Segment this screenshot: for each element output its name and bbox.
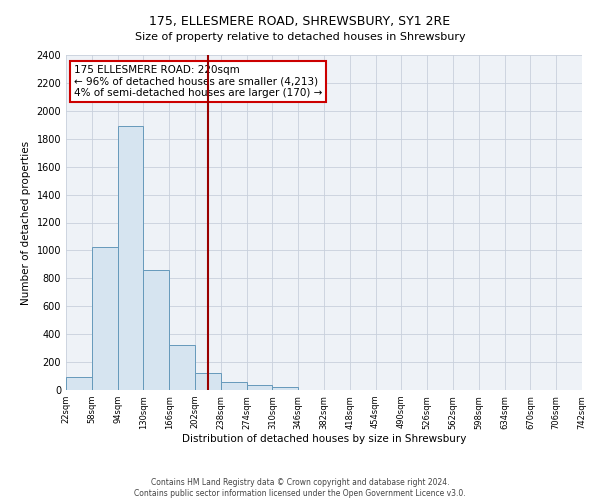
Bar [118, 126, 143, 390]
Bar [247, 385, 272, 390]
Bar [143, 270, 169, 390]
Bar [195, 373, 221, 390]
Bar [221, 382, 247, 390]
Text: 175 ELLESMERE ROAD: 220sqm
← 96% of detached houses are smaller (4,213)
4% of se: 175 ELLESMERE ROAD: 220sqm ← 96% of deta… [74, 65, 322, 98]
Bar [92, 247, 118, 390]
Bar [66, 378, 92, 390]
Text: 175, ELLESMERE ROAD, SHREWSBURY, SY1 2RE: 175, ELLESMERE ROAD, SHREWSBURY, SY1 2RE [149, 15, 451, 28]
Bar [272, 387, 298, 390]
Text: Contains HM Land Registry data © Crown copyright and database right 2024.
Contai: Contains HM Land Registry data © Crown c… [134, 478, 466, 498]
Y-axis label: Number of detached properties: Number of detached properties [21, 140, 31, 304]
X-axis label: Distribution of detached houses by size in Shrewsbury: Distribution of detached houses by size … [182, 434, 466, 444]
Bar [169, 344, 195, 390]
Text: Size of property relative to detached houses in Shrewsbury: Size of property relative to detached ho… [134, 32, 466, 42]
